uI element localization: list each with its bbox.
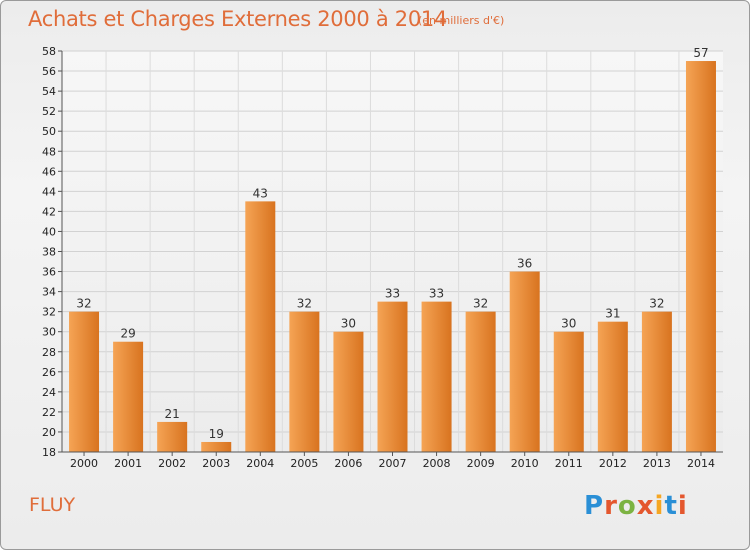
- y-tick-label: 18: [42, 446, 56, 459]
- data-label: 33: [429, 287, 444, 301]
- x-tick-label: 2008: [423, 457, 451, 470]
- y-tick-label: 54: [42, 85, 56, 98]
- x-tick-label: 2000: [70, 457, 98, 470]
- x-tick-label: 2009: [467, 457, 495, 470]
- data-label: 32: [297, 297, 312, 311]
- bar: [685, 61, 716, 453]
- bar: [201, 441, 232, 452]
- data-label: 30: [561, 317, 576, 331]
- y-tick-label: 56: [42, 65, 56, 78]
- data-label: 32: [473, 297, 488, 311]
- logo-letter: x: [636, 491, 655, 521]
- bar: [465, 311, 496, 452]
- bar: [509, 271, 540, 452]
- data-label: 19: [209, 427, 224, 441]
- y-tick-label: 58: [42, 45, 56, 58]
- data-label: 36: [517, 257, 532, 271]
- bar: [333, 331, 364, 452]
- bar: [69, 311, 100, 452]
- data-label: 32: [76, 297, 91, 311]
- logo-letter: t: [664, 491, 678, 521]
- x-tick-label: 2007: [379, 457, 407, 470]
- x-tick-label: 2010: [511, 457, 539, 470]
- y-tick-label: 48: [42, 145, 56, 158]
- x-tick-label: 2003: [202, 457, 230, 470]
- logo-letter: r: [604, 491, 618, 521]
- y-tick-label: 22: [42, 406, 56, 419]
- bar: [597, 321, 628, 452]
- y-tick-label: 26: [42, 366, 56, 379]
- bar: [157, 421, 188, 452]
- x-tick-label: 2014: [687, 457, 715, 470]
- y-tick-label: 46: [42, 165, 56, 178]
- x-tick-label: 2002: [158, 457, 186, 470]
- bar: [421, 301, 452, 452]
- bar: [377, 301, 408, 452]
- y-tick-label: 44: [42, 185, 56, 198]
- data-label: 31: [605, 307, 620, 321]
- place-name: FLUY: [29, 494, 76, 516]
- data-label: 33: [385, 287, 400, 301]
- bar: [245, 201, 276, 452]
- y-tick-label: 38: [42, 246, 56, 259]
- data-label: 32: [649, 297, 664, 311]
- x-tick-label: 2001: [114, 457, 142, 470]
- y-tick-label: 52: [42, 105, 56, 118]
- y-tick-label: 24: [42, 386, 56, 399]
- y-tick-label: 20: [42, 426, 56, 439]
- x-tick-label: 2004: [246, 457, 274, 470]
- y-tick-label: 40: [42, 225, 56, 238]
- y-tick-label: 42: [42, 205, 56, 218]
- x-tick-label: 2013: [643, 457, 671, 470]
- proxiti-logo: Proxiti: [584, 491, 688, 521]
- logo-letter: o: [617, 491, 637, 521]
- y-tick-label: 30: [42, 326, 56, 339]
- y-tick-label: 32: [42, 306, 56, 319]
- data-label: 43: [253, 186, 268, 200]
- logo-letter: i: [654, 491, 665, 521]
- x-tick-label: 2005: [290, 457, 318, 470]
- x-tick-label: 2006: [334, 457, 362, 470]
- chart-title: Achats et Charges Externes 2000 à 2014: [28, 7, 448, 31]
- bar: [113, 341, 144, 452]
- data-label: 21: [165, 407, 180, 421]
- bar: [641, 311, 672, 452]
- y-tick-label: 34: [42, 286, 56, 299]
- bar: [553, 331, 584, 452]
- x-tick-label: 2012: [599, 457, 627, 470]
- y-tick-label: 28: [42, 346, 56, 359]
- data-label: 30: [341, 317, 356, 331]
- y-tick-label: 36: [42, 266, 56, 279]
- data-label: 57: [693, 46, 708, 60]
- chart-subtitle: (en milliers d'€): [418, 14, 505, 27]
- data-label: 29: [120, 327, 135, 341]
- bar: [289, 311, 320, 452]
- y-tick-label: 50: [42, 125, 56, 138]
- x-tick-label: 2011: [555, 457, 583, 470]
- logo-letter: P: [584, 491, 605, 521]
- logo-letter: i: [677, 491, 688, 521]
